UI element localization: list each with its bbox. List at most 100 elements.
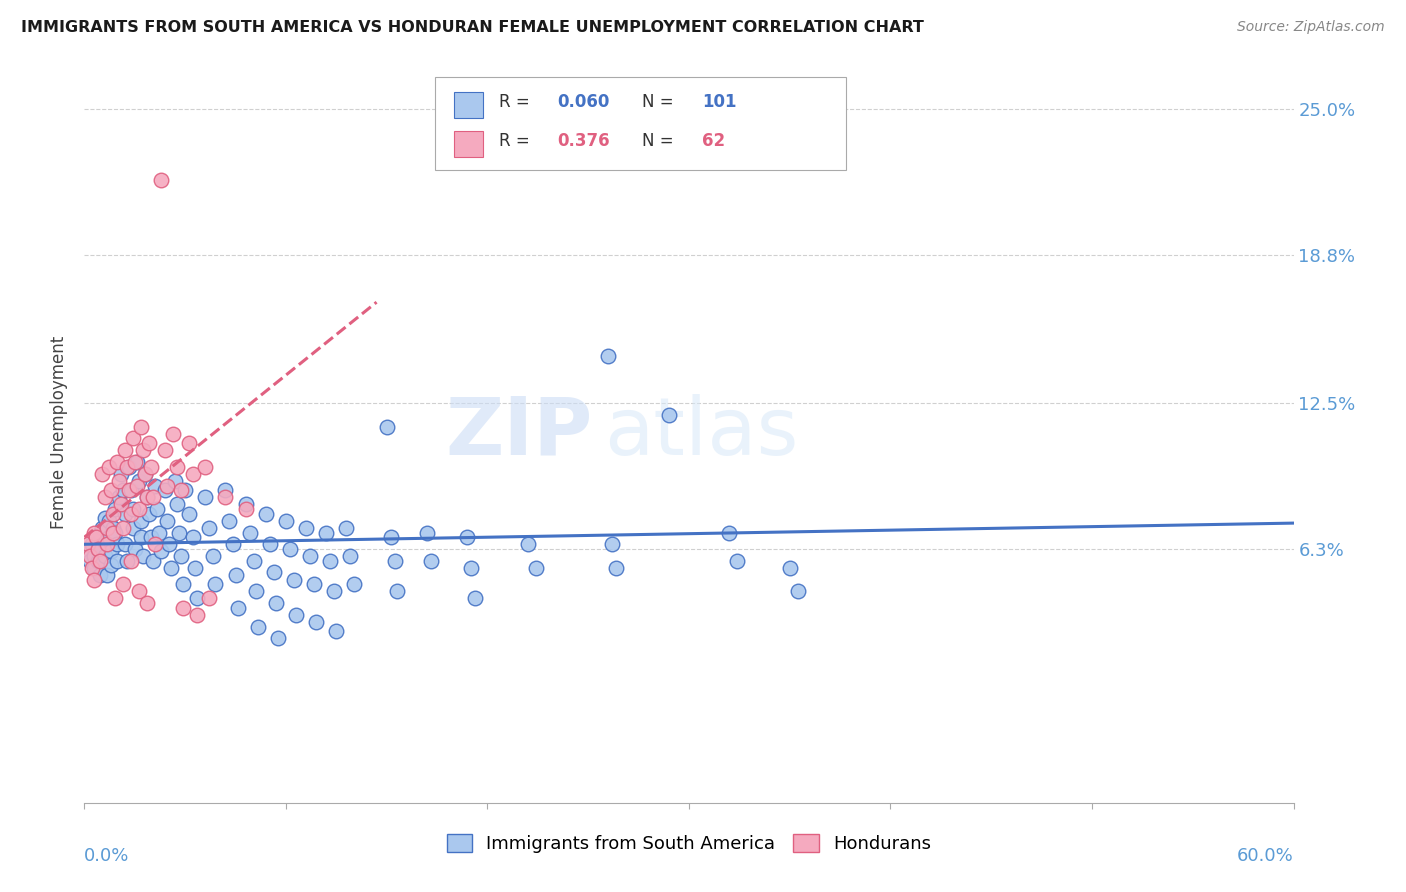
Point — [225, 567, 247, 582]
Point — [239, 525, 262, 540]
Point — [124, 541, 146, 556]
Point — [107, 490, 129, 504]
Point — [214, 483, 236, 498]
Point — [153, 443, 176, 458]
Point — [194, 459, 217, 474]
Point — [142, 490, 165, 504]
Point — [125, 478, 148, 492]
Point — [162, 426, 184, 441]
Point — [114, 507, 136, 521]
Point — [97, 459, 120, 474]
Point — [181, 467, 204, 481]
Point — [380, 530, 402, 544]
Point — [100, 558, 122, 573]
Point — [267, 632, 290, 646]
Point — [259, 537, 281, 551]
Point — [605, 561, 627, 575]
Point — [283, 573, 305, 587]
Point — [335, 521, 357, 535]
Point — [263, 566, 285, 580]
Point — [194, 490, 217, 504]
Point — [93, 549, 115, 563]
Point — [77, 537, 100, 551]
Point — [129, 419, 152, 434]
Text: R =: R = — [499, 93, 536, 111]
Point — [172, 600, 194, 615]
Point — [128, 584, 150, 599]
Point — [149, 173, 172, 187]
Point — [87, 541, 110, 556]
Point — [198, 521, 221, 535]
Point — [156, 478, 179, 492]
Point — [128, 474, 150, 488]
Point — [101, 525, 124, 540]
Point — [79, 549, 101, 563]
Point — [385, 584, 408, 599]
Point — [179, 436, 201, 450]
Point — [129, 530, 152, 544]
Point — [460, 561, 482, 575]
Point — [125, 455, 148, 469]
Point — [254, 507, 277, 521]
Point — [149, 544, 172, 558]
Point — [83, 561, 105, 575]
Point — [235, 497, 257, 511]
Point — [375, 419, 398, 434]
Point — [142, 554, 165, 568]
Point — [186, 591, 208, 606]
Text: 0.376: 0.376 — [557, 132, 610, 150]
Point — [274, 514, 297, 528]
Text: N =: N = — [641, 93, 679, 111]
Point — [242, 554, 264, 568]
Point — [198, 591, 221, 606]
Point — [204, 577, 226, 591]
Point — [128, 502, 150, 516]
Point — [114, 537, 136, 551]
Point — [111, 521, 134, 535]
Point — [120, 507, 142, 521]
Point — [295, 521, 318, 535]
Legend: Immigrants from South America, Hondurans: Immigrants from South America, Hondurans — [440, 827, 938, 861]
Point — [89, 567, 111, 582]
Text: 101: 101 — [702, 93, 737, 111]
Text: N =: N = — [641, 132, 679, 150]
Point — [135, 490, 157, 504]
Point — [105, 455, 128, 469]
Point — [184, 561, 207, 575]
Point — [658, 408, 681, 422]
Point — [93, 490, 115, 504]
Point — [285, 607, 308, 622]
Point — [111, 483, 134, 498]
Text: IMMIGRANTS FROM SOUTH AMERICA VS HONDURAN FEMALE UNEMPLOYMENT CORRELATION CHART: IMMIGRANTS FROM SOUTH AMERICA VS HONDURA… — [21, 20, 924, 35]
Point — [170, 549, 193, 563]
Point — [79, 554, 101, 568]
Point — [165, 474, 187, 488]
Text: 60.0%: 60.0% — [1237, 847, 1294, 865]
Point — [299, 549, 322, 563]
Point — [384, 554, 406, 568]
Point — [146, 502, 169, 516]
Point — [107, 474, 129, 488]
Point — [166, 497, 188, 511]
Text: ZIP: ZIP — [444, 393, 592, 472]
Point — [148, 525, 170, 540]
Point — [302, 577, 325, 591]
Point — [172, 577, 194, 591]
Point — [104, 502, 127, 516]
Point — [602, 537, 624, 551]
Point — [87, 541, 110, 556]
Point — [96, 537, 118, 551]
Text: R =: R = — [499, 132, 536, 150]
Point — [235, 502, 257, 516]
Point — [115, 554, 138, 568]
Point — [143, 537, 166, 551]
Point — [115, 459, 138, 474]
Point — [77, 544, 100, 558]
Point — [325, 624, 347, 639]
Point — [96, 567, 118, 582]
Point — [179, 507, 201, 521]
Point — [100, 483, 122, 498]
Point — [218, 514, 240, 528]
Point — [598, 349, 620, 363]
Point — [93, 535, 115, 549]
